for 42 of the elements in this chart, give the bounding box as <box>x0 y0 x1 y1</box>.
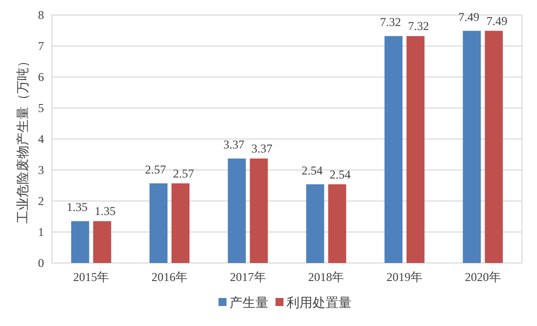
y-tick-label: 5 <box>38 101 44 115</box>
bar <box>172 183 190 263</box>
y-tick-label: 7 <box>38 39 44 53</box>
bar <box>384 36 402 263</box>
bar <box>328 184 346 263</box>
data-label: 7.49 <box>458 10 480 24</box>
x-tick-label: 2015年 <box>73 270 110 284</box>
legend-label: 产生量 <box>230 296 268 311</box>
y-axis-title: 工业危险废物产生量（万吨） <box>16 54 31 224</box>
bar <box>462 30 481 263</box>
bar <box>93 221 112 263</box>
data-label: 7.32 <box>408 19 429 34</box>
bar <box>150 183 168 263</box>
x-tick-label: 2017年 <box>230 270 266 284</box>
data-label: 2.54 <box>302 163 323 178</box>
data-label: 7.49 <box>486 14 508 28</box>
data-label: 3.37 <box>251 142 272 156</box>
y-tick-label: 1 <box>38 225 44 239</box>
bar <box>306 184 324 263</box>
data-label: 2.54 <box>330 167 351 182</box>
x-tick-label: 2020年 <box>464 270 501 284</box>
x-tick-label: 2016年 <box>152 270 188 284</box>
data-label: 7.32 <box>380 15 401 30</box>
x-tick-label: 2019年 <box>386 270 422 284</box>
y-tick-label: 2 <box>38 194 44 208</box>
y-tick-label: 6 <box>38 70 44 84</box>
y-tick-label: 0 <box>38 256 44 270</box>
data-label: 1.35 <box>94 204 116 218</box>
bar <box>228 158 246 263</box>
data-label: 2.57 <box>145 162 166 176</box>
bar <box>250 158 268 263</box>
bar <box>71 221 90 263</box>
y-tick-label: 3 <box>38 163 44 177</box>
data-label: 3.37 <box>223 138 244 152</box>
data-label: 2.57 <box>173 166 194 180</box>
x-tick-label: 2018年 <box>308 270 344 284</box>
bar <box>484 30 503 263</box>
data-label: 1.35 <box>66 200 88 214</box>
y-tick-label: 8 <box>38 8 44 22</box>
legend-label: 利用处置量 <box>286 296 352 311</box>
bar <box>406 36 424 263</box>
y-tick-label: 4 <box>38 132 44 146</box>
